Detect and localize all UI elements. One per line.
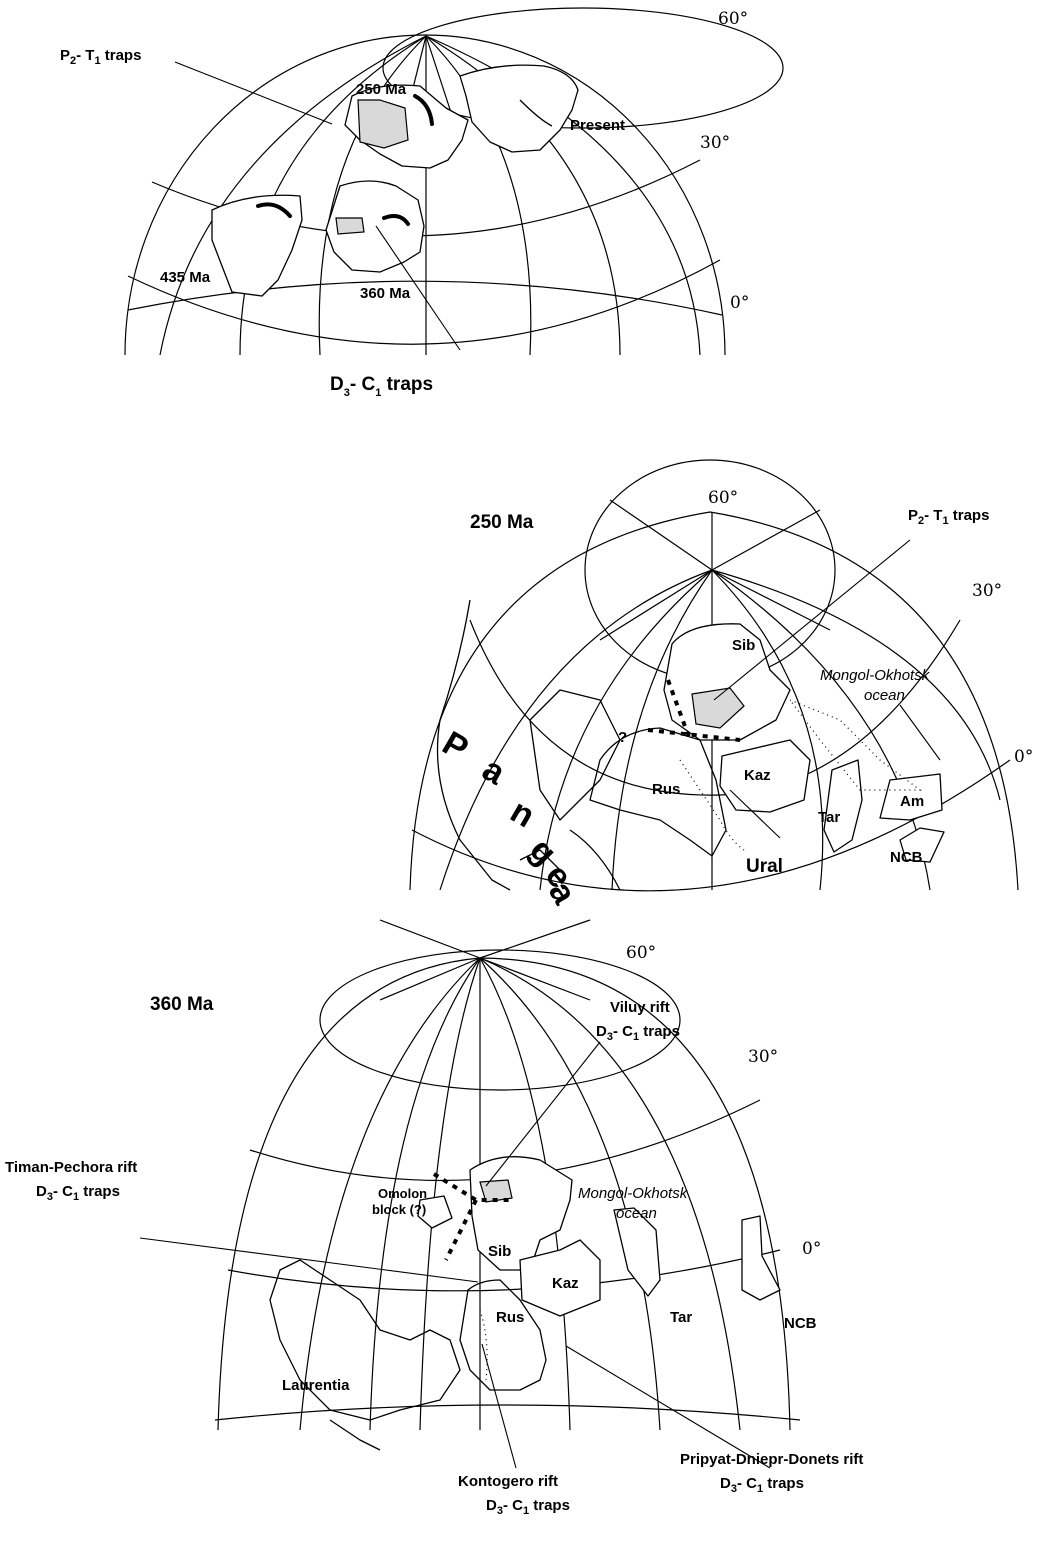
lat-30-top: 30° <box>700 133 730 153</box>
title-bot: 360 Ma <box>150 994 214 1015</box>
continent-tarim-mid <box>823 759 863 853</box>
label-rus-mid: Rus <box>652 781 680 798</box>
label-kaz-bot: Kaz <box>552 1275 579 1292</box>
label-rus-bot: Rus <box>496 1309 524 1326</box>
continent-omolon-bot <box>417 1195 453 1229</box>
continent-435ma-top <box>211 194 303 297</box>
continent-present-top <box>459 64 579 153</box>
label-tar-mid: Tar <box>818 809 840 826</box>
label-ural-mid: Ural <box>746 856 783 877</box>
label-ocean-mid-2: ocean <box>864 687 905 704</box>
label-ncb-mid: NCB <box>890 849 923 866</box>
continent-russia-mid <box>589 727 727 857</box>
pangea-letter-1: P <box>436 724 475 768</box>
leader-pripyat-bot <box>565 1345 771 1469</box>
label-360ma-top: 360 Ma <box>360 285 411 302</box>
continent-250ma-top <box>344 84 469 169</box>
continent-kazakhstan-bot <box>519 1239 601 1317</box>
lat-0-mid: 0° <box>1014 747 1033 767</box>
lat-60-bot: 60° <box>626 943 656 963</box>
continent-siberia-bot <box>469 1156 573 1271</box>
continent-tarim-bot <box>613 1207 661 1297</box>
continent-kazakhstan-mid <box>719 739 811 813</box>
lat-60-mid: 60° <box>708 488 738 508</box>
continent-siberia-mid <box>663 623 791 741</box>
label-kontogero-title: Kontogero rift <box>458 1473 558 1490</box>
leader-kontogero-bot <box>481 1343 517 1469</box>
label-435ma-top: 435 Ma <box>160 269 211 286</box>
leader-p2t1-mid <box>713 539 911 701</box>
label-present-top: Present <box>570 117 625 134</box>
leader-ocean-mid <box>899 704 941 761</box>
fault-mid <box>647 728 741 742</box>
label-viluy-title: Viluy rift <box>610 999 670 1016</box>
graticule-top <box>124 7 784 356</box>
label-ocean-bot-2: ocean <box>616 1205 657 1222</box>
label-timan-traps: D3- C1 traps <box>36 1183 120 1203</box>
label-250ma-top: 250 Ma <box>356 81 407 98</box>
label-kaz-mid: Kaz <box>744 767 771 784</box>
panel-middle: 250 Ma P2- T1 traps Sib Kaz Rus Tar Am N… <box>409 459 1033 911</box>
label-kontogero-traps: D3- C1 traps <box>486 1497 570 1517</box>
continent-360ma-top <box>325 180 425 273</box>
label-laurentia-bot: Laurentia <box>282 1377 350 1394</box>
label-omolon-2: block (?) <box>372 1202 426 1217</box>
continent-ncb-bot <box>741 1215 781 1301</box>
label-ocean-bot-1: Mongol-Okhotsk <box>578 1185 689 1202</box>
label-sib-bot: Sib <box>488 1243 511 1260</box>
continent-laurentia-mid <box>436 599 621 891</box>
lat-0-top: 0° <box>730 293 749 313</box>
label-am-mid: Am <box>900 793 924 810</box>
ural-belt-bot <box>479 1309 488 1381</box>
lat-0-bot: 0° <box>802 1239 821 1259</box>
label-ocean-mid-1: Mongol-Okhotsk <box>820 667 931 684</box>
label-pripyat-traps: D3- C1 traps <box>720 1475 804 1495</box>
label-ncb-bot: NCB <box>784 1315 817 1332</box>
label-d3c1-top: D3- C1 traps <box>330 374 433 399</box>
lat-30-bot: 30° <box>748 1047 778 1067</box>
fault-bot-2 <box>444 1199 478 1261</box>
label-viluy-traps: D3- C1 traps <box>596 1023 680 1043</box>
continent-laurentia-bot <box>269 1259 461 1451</box>
ural-belt-mid <box>679 759 745 851</box>
panel-top: P2- T1 traps 250 Ma Present 435 Ma 360 M… <box>60 7 784 399</box>
label-p2t1-mid: P2- T1 traps <box>908 507 989 527</box>
ocean-stipple-mid <box>788 698 922 791</box>
leader-p2t1-top <box>174 61 333 125</box>
leader-viluy-bot <box>485 1041 601 1187</box>
title-mid: 250 Ma <box>470 512 534 533</box>
label-tar-bot: Tar <box>670 1309 692 1326</box>
leader-timan-bot <box>139 1237 479 1283</box>
label-pripyat-title: Pripyat-Dniepr-Donets rift <box>680 1451 863 1468</box>
lat-60-top: 60° <box>718 9 748 29</box>
continent-ncb-mid <box>899 827 945 863</box>
panel-bottom: 360 Ma Viluy rift D3- C1 traps Timan-Pec… <box>5 919 863 1517</box>
leader-d3c1-top <box>375 225 461 351</box>
label-question-mid: ? <box>618 729 627 746</box>
label-p2t1-top: P2- T1 traps <box>60 47 141 67</box>
leader-ural-mid <box>729 789 781 839</box>
pangea-letter-3: n <box>504 792 541 835</box>
lat-30-mid: 30° <box>972 581 1002 601</box>
label-timan-title: Timan-Pechora rift <box>5 1159 137 1176</box>
label-omolon-1: Omolon <box>378 1186 427 1201</box>
label-sib-mid: Sib <box>732 637 755 654</box>
continent-amuria-mid <box>879 773 943 821</box>
